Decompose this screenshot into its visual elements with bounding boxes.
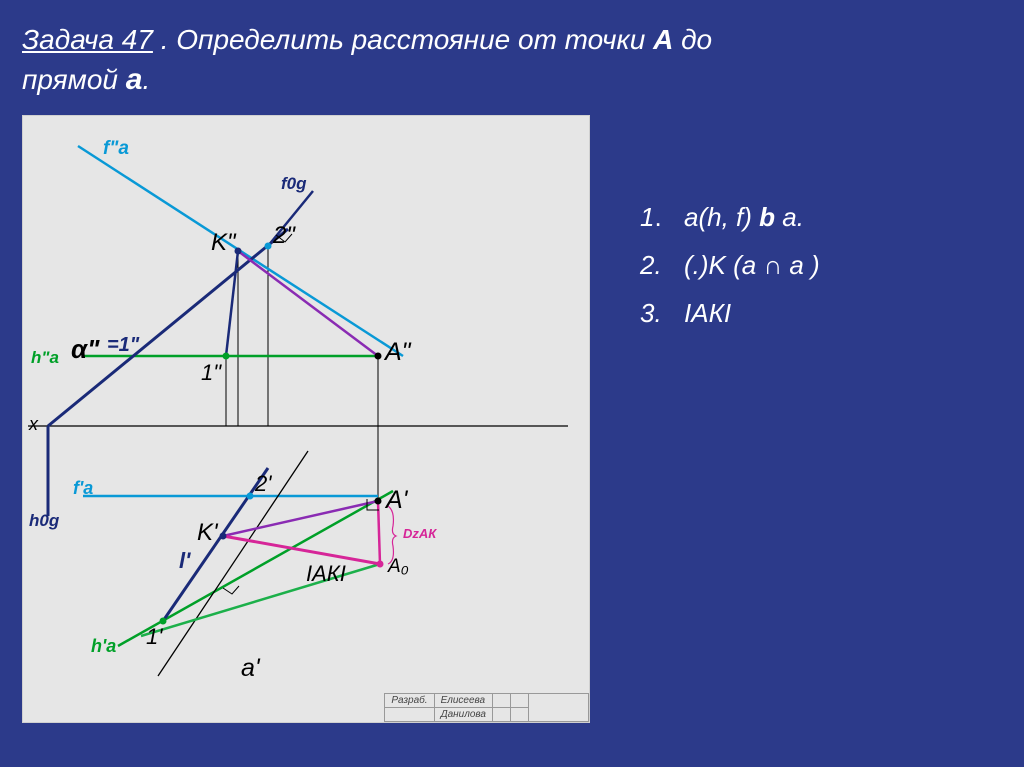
label-two2: 2" — [273, 222, 295, 250]
label-two1: 2' — [255, 471, 271, 497]
label-ha1: h'а — [91, 636, 116, 657]
label-k1: K' — [197, 519, 218, 547]
step-1-num: 1. — [640, 195, 666, 239]
label-x: x — [29, 414, 38, 435]
k2-1-line — [226, 251, 238, 356]
label-a1: A' — [386, 486, 407, 515]
title-text-1: . Определить расстояние от точки — [161, 24, 646, 55]
step-3-num: 3. — [640, 291, 666, 335]
problem-title: Задача 47 . Определить расстояние от точ… — [22, 20, 742, 101]
pt-a2 — [375, 353, 382, 360]
step-2-text: (.)K (a ∩ а ) — [684, 243, 820, 287]
h1-line — [118, 491, 393, 646]
tb-name1: Елисеева — [434, 694, 492, 708]
label-eq-1-2: =1" — [107, 334, 139, 357]
label-a0: A₀ — [388, 556, 409, 578]
label-alpha1: a' — [241, 654, 260, 683]
tb-razrab: Разраб. — [385, 694, 434, 708]
title-point-a: A — [653, 24, 673, 55]
step-2-num: 2. — [640, 243, 666, 287]
pt-1-2 — [223, 353, 230, 360]
label-one1: 1' — [146, 624, 162, 650]
label-f2a: f"а — [103, 138, 129, 160]
diagram-area: f"а f0g 2" K" α" =1" h"а 1" A" x f'а 2' … — [22, 115, 590, 723]
solution-steps: 1. a(h, f) b a. 2. (.)K (a ∩ а ) 3. ΙАКΙ — [640, 195, 820, 340]
label-one2: 1" — [201, 360, 221, 386]
tb-name2: Данилова — [434, 708, 492, 722]
pt-a0 — [377, 561, 384, 568]
k1-a1-line — [223, 501, 378, 536]
step-2: 2. (.)K (a ∩ а ) — [640, 243, 820, 287]
label-a2: A" — [385, 338, 411, 367]
label-k2: K" — [211, 229, 236, 257]
pt-2-2 — [265, 243, 272, 250]
label-f0g: f0g — [281, 174, 307, 194]
k2-a2-line — [238, 251, 378, 356]
step-3: 3. ΙАКΙ — [640, 291, 820, 335]
step-1-text: a(h, f) b a. — [684, 195, 804, 239]
title-problem-number: Задача 47 — [22, 24, 153, 55]
k1-a0-line — [223, 536, 380, 564]
label-h0g: h0g — [29, 511, 59, 531]
label-l1: l' — [179, 548, 190, 574]
title-period: . — [142, 64, 150, 95]
title-block: Разраб. Елисеева Данилова — [384, 693, 589, 722]
pt-k1 — [220, 533, 227, 540]
label-dzak: DzАК — [403, 526, 436, 541]
step-1: 1. a(h, f) b a. — [640, 195, 820, 239]
label-fa1: f'а — [73, 478, 93, 499]
right-angle-h1 — [223, 586, 239, 594]
label-alpha2: α" — [71, 334, 99, 365]
title-line-a: а — [126, 63, 143, 96]
pt-2-1 — [247, 493, 254, 500]
pt-a1 — [375, 498, 382, 505]
step-3-text: ΙАКΙ — [684, 291, 731, 335]
diagram-svg — [23, 116, 591, 724]
label-iaki: ΙАКΙ — [306, 561, 346, 587]
a2-line — [48, 229, 288, 426]
label-ha2: h"а — [31, 348, 59, 368]
